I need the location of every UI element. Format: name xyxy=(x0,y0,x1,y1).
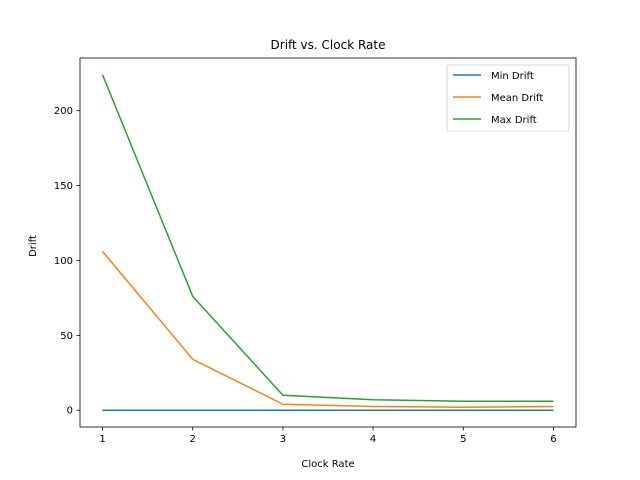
legend: Min Drift Mean Drift Max Drift xyxy=(446,64,570,132)
legend-label: Mean Drift xyxy=(491,93,543,104)
series-line-3 xyxy=(101,74,554,402)
plot-area: 1 2 3 4 5 6 0 50 100 150 200 xyxy=(54,57,577,445)
x-tick-label: 2 xyxy=(190,434,196,445)
y-tick-label: 100 xyxy=(54,256,73,267)
y-tick-label: 200 xyxy=(54,106,73,117)
x-tick-label: 5 xyxy=(460,434,466,445)
x-tick-label: 3 xyxy=(280,434,286,445)
legend-box xyxy=(446,64,570,132)
y-axis-label: Drift xyxy=(28,235,39,257)
legend-label: Min Drift xyxy=(491,71,534,82)
x-tick-label: 6 xyxy=(550,434,556,445)
y-tick-label: 0 xyxy=(67,406,73,417)
series-line-2 xyxy=(101,251,554,408)
x-tick-label: 1 xyxy=(99,434,105,445)
legend-label: Max Drift xyxy=(491,115,537,126)
chart-title: Drift vs. Clock Rate xyxy=(271,38,386,52)
x-axis-label: Clock Rate xyxy=(301,459,354,470)
x-tick-label: 4 xyxy=(370,434,376,445)
y-tick-label: 150 xyxy=(54,181,73,192)
y-tick-label: 50 xyxy=(60,331,73,342)
axes-frame xyxy=(79,57,577,428)
